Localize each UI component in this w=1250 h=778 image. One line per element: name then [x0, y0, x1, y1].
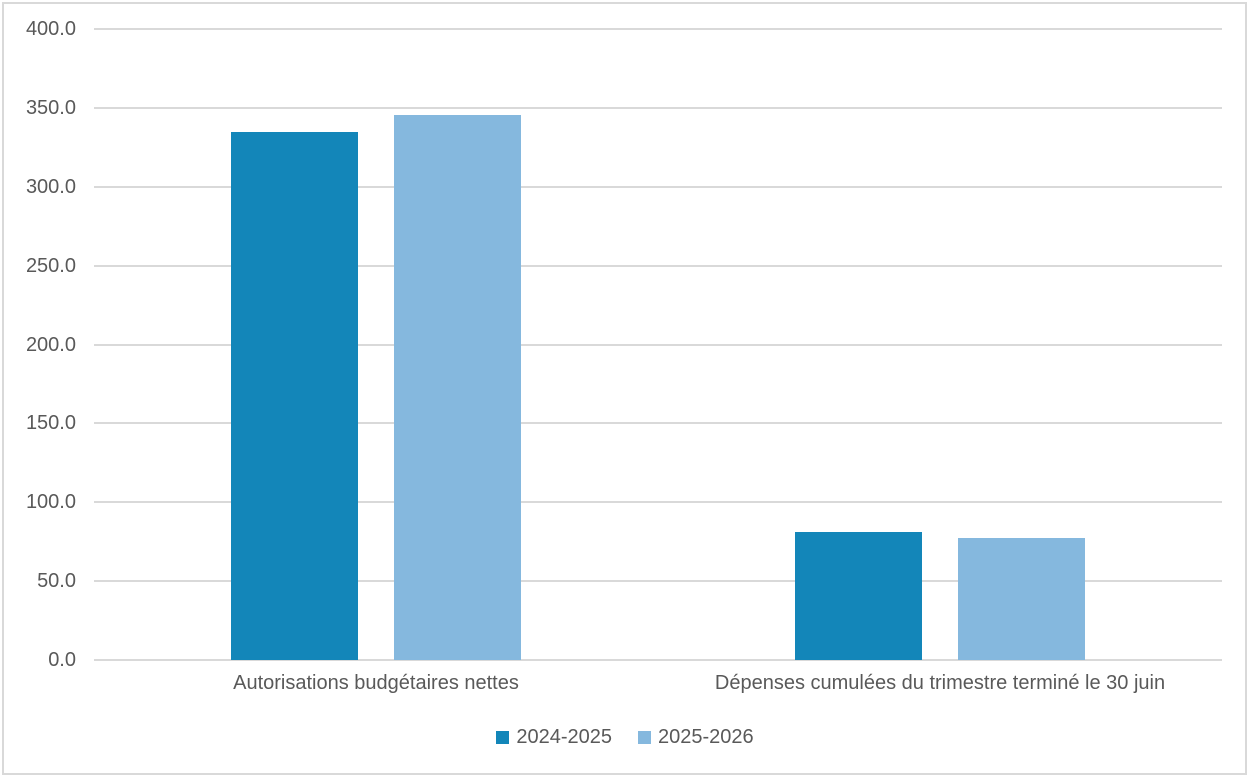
gridline — [94, 106, 1222, 109]
gridline — [94, 422, 1222, 425]
category-label: Autorisations budgétaires nettes — [233, 672, 519, 694]
y-tick-label: 100.0 — [25, 491, 76, 514]
legend-label: 2025-2026 — [658, 726, 754, 748]
y-tick-label: 350.0 — [25, 96, 76, 119]
y-tick-label: 0.0 — [48, 649, 76, 671]
y-tick-label: 400.0 — [25, 18, 76, 40]
legend-swatch-icon — [638, 731, 651, 744]
gridline — [94, 580, 1222, 583]
gridline — [94, 343, 1222, 346]
plot-area — [94, 28, 1222, 661]
gridline — [94, 501, 1222, 504]
y-axis-tick-labels: 0.0 50.0 100.0 150.0 200.0 250.0 300.0 350.0 400… — [0, 0, 76, 778]
bar-2024-2025-category-0 — [231, 131, 358, 660]
gridline — [94, 659, 1222, 661]
legend-item: 2025-2026 — [638, 726, 754, 749]
legend: 2024-2025 2025-2026 — [0, 726, 1250, 749]
gridline — [94, 185, 1222, 188]
legend-swatch-icon — [496, 731, 510, 744]
gridline — [94, 28, 1222, 30]
legend-item: 2024-2025 — [496, 726, 612, 749]
bar-2024-2025-category-1 — [795, 532, 922, 660]
bar-2025-2026-category-1 — [958, 537, 1085, 660]
legend-label: 2024-2025 — [516, 726, 612, 748]
y-tick-label: 50.0 — [37, 570, 76, 593]
y-tick-label: 300.0 — [25, 175, 76, 198]
y-tick-label: 250.0 — [25, 254, 76, 277]
y-tick-label: 150.0 — [25, 412, 76, 435]
gridline — [94, 264, 1222, 267]
x-axis-category-labels: Autorisations budgétaires nettes Dépense… — [94, 672, 1222, 695]
y-tick-label: 200.0 — [25, 333, 76, 356]
category-label: Dépenses cumulées du trimestre terminé l… — [714, 672, 1166, 694]
bar-2025-2026-category-0 — [394, 114, 521, 660]
